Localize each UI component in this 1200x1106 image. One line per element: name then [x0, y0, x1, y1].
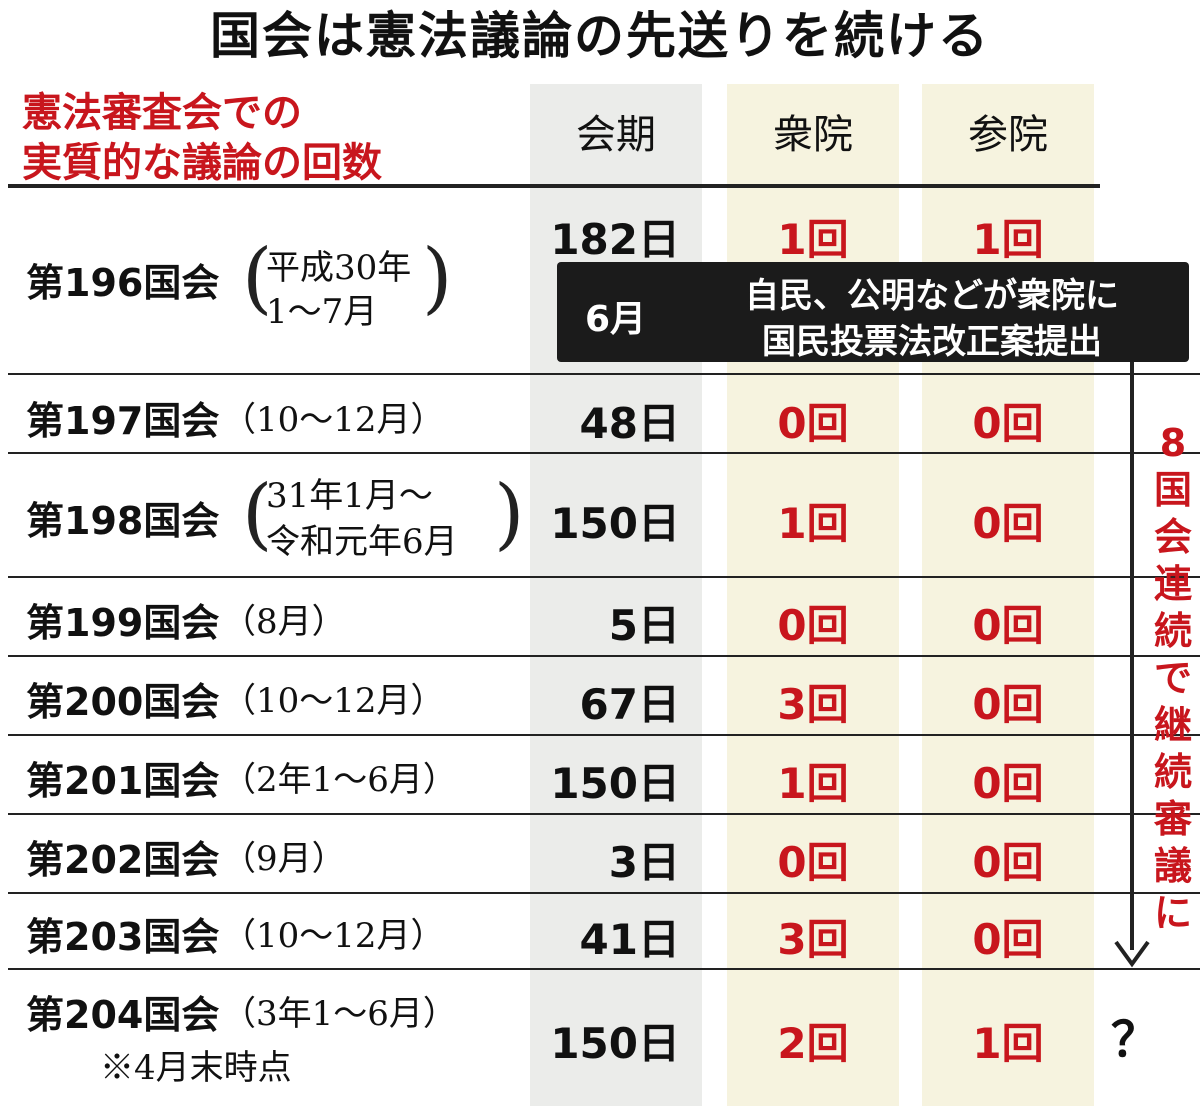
session-period-line-2: 令和元年6月 [266, 522, 458, 562]
session-name: 第203国会 [26, 915, 220, 959]
session-note: ※4月末時点 [100, 1048, 292, 1088]
open-paren-icon: ( [242, 233, 273, 323]
session-days: 150日 [550, 1019, 680, 1068]
row-divider [8, 576, 1200, 578]
upper-house-count: 0回 [972, 601, 1044, 650]
session-days-column-bg [530, 84, 702, 1106]
header-upper-house: 参院 [968, 112, 1048, 158]
session-days: 3日 [608, 838, 680, 887]
question-mark: ？ [1110, 1012, 1159, 1068]
row-divider [8, 813, 1200, 815]
session-name: 第204国会 [26, 993, 220, 1037]
close-paren-icon: ) [422, 233, 453, 323]
session-period: （10～12月） [222, 681, 445, 721]
session-period: （10～12月） [222, 400, 445, 440]
upper-house-count: 1回 [972, 215, 1044, 264]
upper-house-column-bg [922, 84, 1094, 1106]
row-divider [8, 655, 1200, 657]
session-period: （2年1～6月） [222, 760, 457, 800]
header-lower-house: 衆院 [773, 112, 853, 158]
session-name: 第197国会 [26, 399, 220, 443]
row-divider [8, 892, 1200, 894]
session-name: 第201国会 [26, 759, 220, 803]
session-name: 第198国会 [26, 499, 220, 543]
lower-house-column-bg [727, 84, 899, 1106]
session-name: 第196国会 [26, 261, 220, 305]
header-session-days: 会期 [576, 112, 656, 158]
session-days: 41日 [579, 915, 680, 964]
session-period: （9月） [222, 839, 346, 879]
callout-month: 6月 [585, 299, 647, 340]
subtitle-line-1: 憲法審査会での [22, 90, 302, 136]
session-period: （10～12月） [222, 916, 445, 956]
upper-house-count: 0回 [972, 399, 1044, 448]
callout-line-2: 国民投票法改正案提出 [762, 322, 1102, 362]
upper-house-count: 1回 [972, 1019, 1044, 1068]
lower-house-count: 3回 [777, 915, 849, 964]
session-days: 150日 [550, 759, 680, 808]
session-days: 48日 [579, 399, 680, 448]
row-divider [8, 373, 1200, 375]
session-name: 第199国会 [26, 601, 220, 645]
header-divider [8, 184, 1100, 188]
open-paren-icon: ( [242, 469, 273, 559]
upper-house-count: 0回 [972, 499, 1044, 548]
session-name: 第202国会 [26, 838, 220, 882]
lower-house-count: 0回 [777, 838, 849, 887]
upper-house-count: 0回 [972, 838, 1044, 887]
session-name: 第200国会 [26, 680, 220, 724]
arrow-down-icon [1114, 940, 1150, 968]
session-days: 182日 [550, 215, 680, 264]
session-days: 5日 [608, 601, 680, 650]
session-days: 67日 [579, 680, 680, 729]
callout-line-1: 自民、公明などが衆院に [745, 276, 1119, 316]
row-divider [8, 968, 1200, 970]
lower-house-count: 1回 [777, 499, 849, 548]
row-divider [8, 734, 1200, 736]
subtitle-line-2: 実質的な議論の回数 [22, 140, 382, 186]
lower-house-count: 0回 [777, 399, 849, 448]
session-days: 150日 [550, 499, 680, 548]
lower-house-count: 0回 [777, 601, 849, 650]
upper-house-count: 0回 [972, 680, 1044, 729]
side-label: 8国会連続で継続審議に [1153, 421, 1192, 935]
session-period-line-1: 平成30年 [266, 248, 412, 288]
lower-house-count: 1回 [777, 759, 849, 808]
lower-house-count: 3回 [777, 680, 849, 729]
chart-subtitle: 憲法審査会での 実質的な議論の回数 [22, 88, 382, 188]
callout-box: 6月 自民、公明などが衆院に 国民投票法改正案提出 [557, 262, 1189, 362]
upper-house-count: 0回 [972, 759, 1044, 808]
arrow-line [1130, 362, 1134, 950]
session-period: （8月） [222, 602, 346, 642]
upper-house-count: 0回 [972, 915, 1044, 964]
chart-title: 国会は憲法議論の先送りを続ける [210, 7, 990, 65]
session-period-line-2: 1～7月 [266, 292, 378, 332]
session-period: （3年1～6月） [222, 994, 457, 1034]
row-divider [8, 452, 1200, 454]
lower-house-count: 1回 [777, 215, 849, 264]
close-paren-icon: ) [494, 469, 525, 559]
session-period-line-1: 31年1月～ [266, 476, 433, 516]
lower-house-count: 2回 [777, 1019, 849, 1068]
